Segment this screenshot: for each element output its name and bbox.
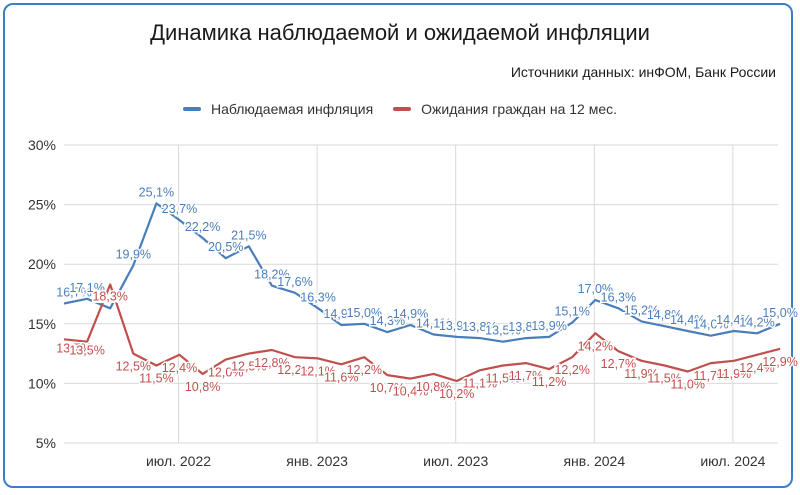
observed-data-label: 13,8% <box>508 320 543 334</box>
observed-data-label: 18,2% <box>254 268 289 282</box>
expected-data-label: 12,2% <box>347 363 382 377</box>
legend: Наблюдаемая инфляция Ожидания граждан на… <box>0 101 800 117</box>
y-tick-label: 30% <box>28 137 56 153</box>
observed-data-label: 13,9% <box>439 319 474 333</box>
expected-data-label: 12,2% <box>554 363 589 377</box>
expected-data-label: 11,7% <box>694 369 729 383</box>
observed-data-label: 16,3% <box>601 290 636 304</box>
observed-data-label: 13,9% <box>531 319 566 333</box>
legend-item-observed: Наблюдаемая инфляция <box>182 101 374 117</box>
expected-data-label: 11,5% <box>647 372 682 386</box>
expected-data-label: 12,5% <box>116 360 151 374</box>
observed-data-label: 23,7% <box>162 202 197 216</box>
chart-title: Динамика наблюдаемой и ожидаемой инфляци… <box>150 20 650 45</box>
observed-data-label: 22,2% <box>185 220 220 234</box>
observed-data-label: 14,8% <box>647 308 682 322</box>
expected-data-label: 12,2% <box>277 363 312 377</box>
expected-data-label: 12,9% <box>762 355 797 369</box>
observed-data-label: 17,0% <box>578 282 613 296</box>
expected-data-label: 18,3% <box>92 289 127 303</box>
expected-data-label: 12,7% <box>601 357 636 371</box>
observed-data-label: 19,9% <box>116 247 151 261</box>
expected-data-label: 13,7% <box>56 341 91 355</box>
expected-data-label: 10,7% <box>370 381 405 395</box>
observed-data-label: 14,2% <box>739 315 774 329</box>
observed-data-label: 13,5% <box>485 324 520 338</box>
expected-data-label: 11,5% <box>486 372 521 386</box>
expected-data-label: 11,1% <box>463 376 498 390</box>
legend-swatch-observed <box>182 107 201 111</box>
expected-data-label: 11,0% <box>670 377 705 391</box>
observed-data-label: 14,4% <box>670 313 705 327</box>
observed-data-label: 21,5% <box>231 228 266 242</box>
y-tick-label: 5% <box>36 435 56 451</box>
expected-data-label: 10,4% <box>393 385 428 399</box>
expected-data-label: 11,9% <box>624 367 659 381</box>
legend-item-expected: Ожидания граждан на 12 мес. <box>393 101 617 117</box>
observed-data-label: 15,0% <box>762 306 797 320</box>
y-tick-label: 10% <box>28 375 56 391</box>
y-tick-label: 25% <box>28 197 56 213</box>
observed-data-label: 15,2% <box>624 303 659 317</box>
chart-subtitle: Источники данных: инФОМ, Банк России <box>510 64 776 80</box>
observed-data-label: 14,3% <box>370 314 405 328</box>
observed-inflation-line <box>63 202 781 343</box>
observed-data-label: 16,3% <box>300 290 335 304</box>
legend-label-observed: Наблюдаемая инфляция <box>210 101 374 117</box>
chart-frame <box>3 3 793 488</box>
legend-label-expected: Ожидания граждан на 12 мес. <box>421 101 618 117</box>
expected-data-label: 14,2% <box>578 339 613 353</box>
expected-data-label: 11,7% <box>509 369 544 383</box>
observed-data-label: 14,9% <box>323 307 358 321</box>
x-tick-label: янв. 2023 <box>286 453 348 469</box>
observed-data-label: 14,1% <box>416 317 451 331</box>
observed-data-label: 14,9% <box>393 307 428 321</box>
expected-data-label: 11,9% <box>717 367 752 381</box>
expected-data-label: 11,5% <box>139 372 174 386</box>
x-tick-label: июл. 2024 <box>700 453 765 469</box>
observed-data-label: 15,1% <box>554 305 589 319</box>
x-tick-label: июл. 2022 <box>146 453 211 469</box>
expected-data-label: 10,2% <box>439 387 474 401</box>
x-tick-label: янв. 2024 <box>563 453 625 469</box>
expected-data-label: 13,5% <box>69 344 104 358</box>
expected-data-label: 12,1% <box>300 364 335 378</box>
observed-data-label: 14,4% <box>716 313 751 327</box>
legend-swatch-expected <box>393 107 412 111</box>
y-tick-label: 15% <box>28 316 56 332</box>
expected-data-label: 11,2% <box>532 375 567 389</box>
observed-data-label: 25,1% <box>139 185 174 199</box>
observed-data-label: 13,8% <box>462 320 497 334</box>
expected-data-label: 12,0% <box>208 366 243 380</box>
expected-data-label: 12,5% <box>231 360 266 374</box>
expected-data-label: 10,8% <box>416 380 451 394</box>
expected-data-label: 12,4% <box>739 361 774 375</box>
observed-data-label: 20,5% <box>208 240 243 254</box>
observed-data-label: 17,1% <box>69 281 104 295</box>
expected-data-label: 12,4% <box>162 361 197 375</box>
observed-data-label: 15,0% <box>347 306 382 320</box>
expected-data-label: 11,6% <box>324 370 359 384</box>
observed-data-label: 16,3% <box>92 290 127 304</box>
observed-data-label: 17,6% <box>277 275 312 289</box>
expected-inflation-line <box>63 283 781 383</box>
observed-data-label: 16,7% <box>56 286 91 300</box>
expected-data-label: 10,8% <box>185 380 220 394</box>
observed-data-label: 14,0% <box>693 318 728 332</box>
expected-data-label: 12,8% <box>254 356 289 370</box>
x-tick-label: июл. 2023 <box>423 453 488 469</box>
y-tick-label: 20% <box>28 256 56 272</box>
